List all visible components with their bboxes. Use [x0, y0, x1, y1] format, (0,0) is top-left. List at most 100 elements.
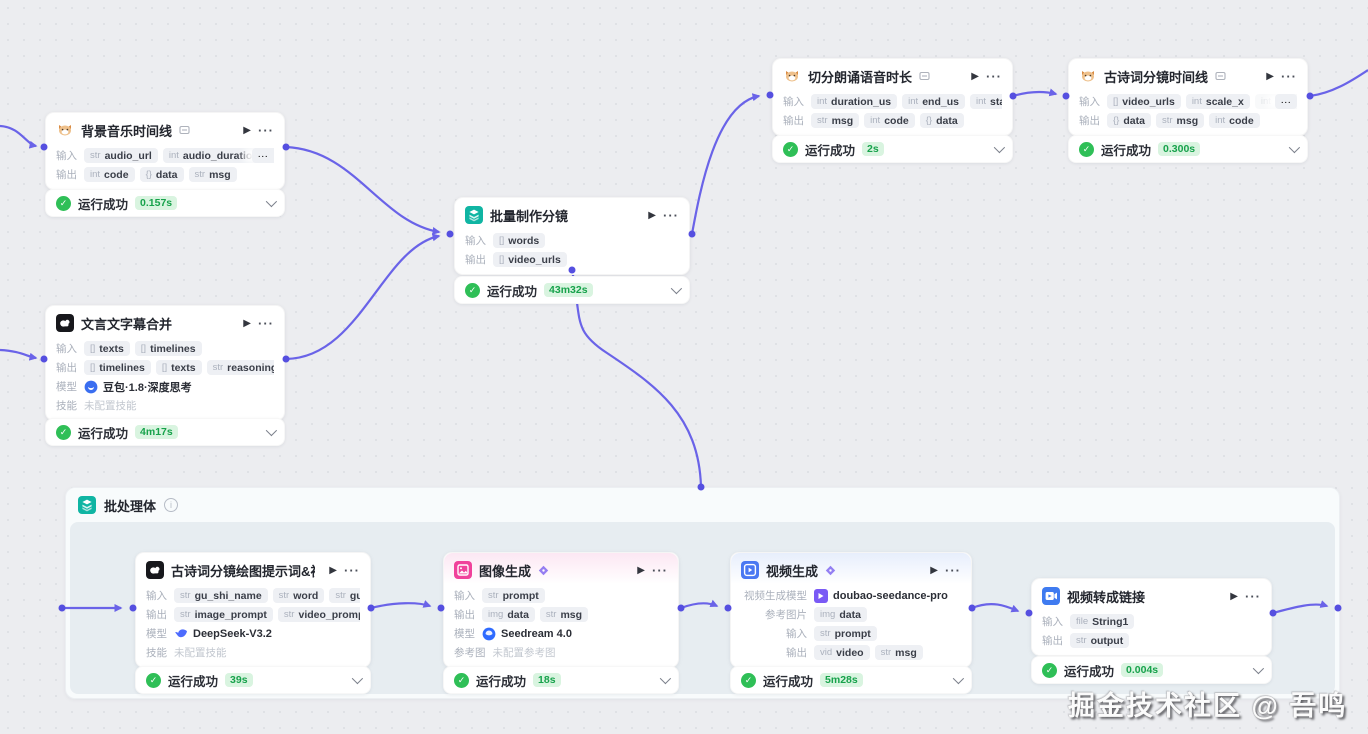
- status-bar-wenyan[interactable]: ✓ 运行成功 4m17s: [45, 418, 285, 446]
- run-node-button[interactable]: ▶: [243, 124, 251, 136]
- port[interactable]: [446, 230, 454, 238]
- run-node-button[interactable]: ▶: [637, 564, 645, 576]
- type-int-icon: int: [90, 169, 101, 180]
- more-menu-button[interactable]: ···: [1281, 68, 1297, 84]
- chevron-down-icon[interactable]: [1252, 662, 1265, 675]
- chevron-down-icon[interactable]: [659, 672, 672, 685]
- status-duration-badge: 5m28s: [820, 673, 863, 687]
- success-check-icon: ✓: [1042, 662, 1057, 678]
- node-wenyan-merge[interactable]: 文言文字幕合并 ▶ ··· 输入 [] texts [] timelines 输出 …: [45, 305, 285, 421]
- param-chip: str prompt: [814, 626, 877, 641]
- run-node-button[interactable]: ▶: [1230, 590, 1238, 602]
- node-prompt-generator[interactable]: 古诗词分镜绘图提示词&视频提··· ▶ ··· 输入 strgu_shi_nam…: [135, 552, 371, 668]
- output-label: 输出: [56, 169, 77, 181]
- run-node-button[interactable]: ▶: [930, 564, 938, 576]
- input-label: 输入: [454, 590, 475, 602]
- input-params: [] words: [493, 233, 679, 248]
- status-bar-image[interactable]: ✓ 运行成功 18s: [443, 666, 679, 694]
- chevron-down-icon[interactable]: [952, 672, 965, 685]
- more-menu-button[interactable]: ···: [1245, 588, 1261, 604]
- status-text: 运行成功: [763, 674, 814, 689]
- chevron-down-icon[interactable]: [1288, 141, 1301, 154]
- param-chip: img data: [814, 607, 867, 622]
- chevron-down-icon[interactable]: [670, 282, 683, 295]
- run-node-button[interactable]: ▶: [243, 317, 251, 329]
- status-bar-bgm[interactable]: ✓ 运行成功 0.157s: [45, 189, 285, 217]
- status-duration-badge: 39s: [225, 673, 253, 687]
- type-array-icon: []: [90, 343, 96, 354]
- node-title: 文言文字幕合并: [81, 316, 173, 332]
- overflow-chip[interactable]: ···: [251, 148, 274, 163]
- video-model-value: doubao-seedance-pro: [814, 588, 948, 603]
- more-menu-button[interactable]: ···: [344, 562, 360, 578]
- chevron-down-icon[interactable]: [993, 141, 1006, 154]
- status-bar-piliang[interactable]: ✓ 运行成功 43m32s: [454, 276, 690, 304]
- type-str-icon: str: [820, 628, 831, 639]
- chevron-down-icon[interactable]: [265, 424, 278, 437]
- more-menu-button[interactable]: ···: [652, 562, 668, 578]
- success-check-icon: ✓: [56, 195, 71, 211]
- param-chip: strreasoning_content: [206, 360, 274, 375]
- output-label: 输出: [465, 254, 486, 266]
- more-menu-button[interactable]: ···: [258, 122, 274, 138]
- param-chip: intstart_us: [969, 94, 1002, 109]
- chevron-down-icon[interactable]: [265, 195, 278, 208]
- node-image-generation[interactable]: 图像生成 ▶ ··· 输入 str prompt 输出 img data str ms…: [443, 552, 679, 668]
- edge: [690, 93, 761, 235]
- node-poem-storyboard-timeline[interactable]: 古诗词分镜时间线 ▶ ··· 输入 [] video_urls int scale_…: [1068, 58, 1308, 136]
- comment-icon: [179, 125, 190, 136]
- skill-label: 技能: [146, 647, 167, 659]
- node-body: 输入 [] texts [] timelines 输出 [] timelines []…: [46, 337, 284, 420]
- status-bar-link[interactable]: ✓ 运行成功 0.004s: [1031, 656, 1272, 684]
- node-header: 文言文字幕合并 ▶ ···: [46, 306, 284, 337]
- more-menu-button[interactable]: ···: [945, 562, 961, 578]
- run-node-button[interactable]: ▶: [329, 564, 337, 576]
- overflow-chip[interactable]: ···: [1274, 94, 1297, 109]
- type-str-icon: str: [278, 590, 290, 601]
- success-check-icon: ✓: [56, 424, 71, 440]
- more-menu-button[interactable]: ···: [986, 68, 1002, 84]
- type-int-icon: int: [1260, 96, 1271, 107]
- type-array-icon: []: [499, 235, 505, 246]
- status-text: 运行成功: [1101, 143, 1152, 158]
- output-params: vid video str msg: [814, 645, 961, 660]
- node-video-generation[interactable]: 视频生成 ▶ ··· 视频生成模型 doubao-seedance-pro 参考…: [730, 552, 972, 668]
- more-menu-button[interactable]: ···: [663, 207, 679, 223]
- video-model-label: 视频生成模型: [744, 590, 807, 602]
- status-bar-gushici[interactable]: ✓ 运行成功 0.300s: [1068, 135, 1308, 163]
- status-bar-video[interactable]: ✓ 运行成功 5m28s: [730, 666, 972, 694]
- param-chip: [] timelines: [84, 360, 151, 375]
- chevron-down-icon[interactable]: [351, 672, 364, 685]
- node-batch-storyboard[interactable]: 批量制作分镜 ▶ ··· 输入 [] words 输出 [] video_urls: [454, 197, 690, 275]
- type-str-icon: str: [1161, 115, 1173, 126]
- type-array-icon: []: [1113, 96, 1119, 107]
- param-chip: int end_us: [902, 94, 965, 109]
- output-label: 输出: [454, 609, 475, 621]
- node-video-to-link[interactable]: 视频转成链接 ▶ ··· 输入 file String1 输出 str output: [1031, 578, 1272, 656]
- ref-image-none-text: 未配置参考图: [492, 647, 556, 659]
- model-value: Seedream 4.0: [482, 627, 572, 641]
- param-chip: str gu_shi_name: [174, 588, 268, 603]
- node-header: 切分朗诵语音时长 ▶ ···: [773, 59, 1012, 90]
- node-bgm-timeline[interactable]: 背景音乐时间线 ▶ ··· 输入 str audio_url int audio_d…: [45, 112, 285, 190]
- output-params: str msg int code {} data: [811, 113, 1002, 128]
- video-gen-icon: [741, 561, 759, 579]
- status-text: 运行成功: [487, 284, 538, 299]
- info-icon[interactable]: i: [164, 498, 179, 512]
- node-split-audio-duration[interactable]: 切分朗诵语音时长 ▶ ··· 输入 int duration_us int end_…: [772, 58, 1013, 136]
- more-menu-button[interactable]: ···: [258, 315, 274, 331]
- batch-layers-icon: [78, 496, 96, 514]
- node-header: 批量制作分镜 ▶ ···: [455, 198, 689, 229]
- run-node-button[interactable]: ▶: [1266, 70, 1274, 82]
- run-node-button[interactable]: ▶: [648, 209, 656, 221]
- status-bar-qiefen[interactable]: ✓ 运行成功 2s: [772, 135, 1013, 163]
- status-bar-prompt[interactable]: ✓ 运行成功 39s: [135, 666, 371, 694]
- seedance-model-icon: [814, 588, 828, 603]
- run-node-button[interactable]: ▶: [971, 70, 979, 82]
- model-label: 模型: [454, 628, 475, 640]
